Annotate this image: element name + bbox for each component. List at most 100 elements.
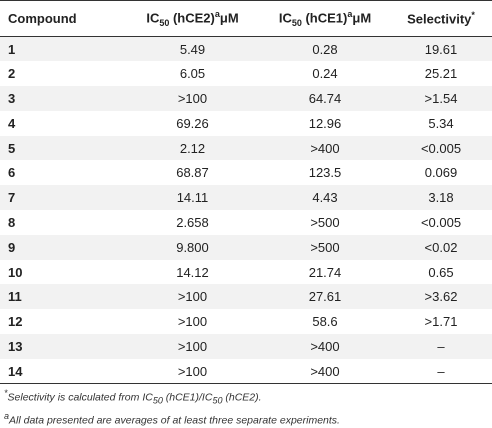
table-row: 7 14.11 4.43 3.18 — [0, 185, 492, 211]
value-cell: 0.28 — [312, 41, 338, 57]
value-cell: 5.34 — [428, 115, 454, 131]
header-text: Compound — [8, 11, 77, 26]
compound-cell: 14 — [0, 358, 125, 385]
compound-cell: 4 — [8, 115, 16, 131]
compound-cell: 11 — [8, 289, 22, 305]
value-cell: >500 — [310, 239, 340, 255]
value-cell: 27.61 — [308, 289, 342, 305]
value-cell: 0.24 — [312, 66, 338, 82]
value-cell: 3.18 — [428, 190, 454, 206]
footnote-sub: 50 — [152, 395, 163, 406]
value-cell: – — [390, 358, 492, 385]
value-cell: >400 — [310, 140, 340, 156]
compound-cell: 6 — [8, 165, 16, 181]
header-unit: μM — [219, 10, 239, 26]
value-cell: 69.26 — [176, 115, 209, 131]
table-row: 2 6.05 0.24 25.21 — [0, 61, 492, 86]
value-cell: 68.87 — [176, 165, 209, 181]
value-cell: 58.6 — [312, 314, 338, 330]
compound-cell: 3 — [8, 90, 16, 106]
table-row: 10 14.12 21.74 0.65 — [0, 260, 492, 285]
value-cell: 25.21 — [424, 66, 458, 82]
table-row: 14 >100 >400– — [0, 358, 492, 385]
value-cell: >1.54 — [424, 90, 458, 106]
compound-cell: 12 — [8, 314, 23, 330]
value-cell: 2.12 — [179, 140, 206, 156]
value-cell: 5.49 — [179, 41, 206, 57]
value-cell: >400 — [260, 358, 390, 385]
footnote-mark: * — [4, 388, 8, 399]
value-cell: 123.5 — [308, 165, 342, 181]
table-row: 12 >100 58.6 >1.71 — [0, 309, 492, 334]
header-sub: 50 — [291, 17, 302, 28]
header-cell: IC50 (hCE2)aμM — [125, 0, 260, 37]
table-row: 5 2.12 >400 <0.005 — [0, 135, 492, 161]
value-cell: 4.43 — [312, 190, 338, 206]
table-row: 3 >100 64.74 >1.54 — [0, 86, 492, 111]
header-sub: 50 — [159, 17, 170, 28]
footnote-text: (hCE2). — [222, 391, 262, 404]
table-row: 11 >100 27.61 >3.62 — [0, 284, 492, 310]
compound-cell: 8 — [8, 214, 16, 230]
table-row: 9 9.800 >500 <0.02 — [0, 234, 492, 260]
value-cell: 2.658 — [176, 214, 209, 230]
header-text: Selectivity — [407, 11, 472, 27]
value-cell: >100 — [177, 314, 208, 330]
value-cell: 0.65 — [428, 264, 454, 280]
header-text: IC — [278, 10, 292, 26]
value-cell: 12.96 — [308, 115, 342, 131]
table-row: 8 2.658 >500 <0.005 — [0, 210, 492, 235]
value-cell: 14.11 — [176, 190, 209, 206]
value-cell: <0.005 — [420, 214, 462, 230]
value-cell: >400 — [310, 338, 340, 354]
value-cell: 6.05 — [179, 66, 206, 82]
footnote: aAll data presented are averages of at l… — [0, 409, 492, 428]
value-cell: 0.069 — [424, 165, 458, 181]
value-cell: >3.62 — [424, 289, 458, 305]
header-unit: μM — [352, 10, 372, 26]
footnote-mark: a — [4, 410, 10, 421]
value-cell: 19.61 — [424, 41, 458, 57]
header-text: (hCE1) — [301, 10, 348, 26]
header-text: IC — [146, 10, 160, 26]
header-row: Compound IC50 (hCE2)aμM IC50 (hCE1)aμM S… — [0, 0, 492, 37]
value-cell: >100 — [177, 289, 208, 305]
compound-cell: 7 — [8, 190, 16, 206]
value-cell: >1.71 — [424, 314, 458, 330]
header-cell: Selectivity* — [390, 0, 492, 37]
footnote-sub: 50 — [212, 395, 223, 406]
compound-cell: 5 — [8, 140, 16, 156]
value-cell: >100 — [177, 338, 208, 354]
data-table: Compound IC50 (hCE2)aμM IC50 (hCE1)aμM S… — [0, 0, 492, 385]
table-row: 4 69.26 12.96 5.34 — [0, 111, 492, 136]
value-cell: – — [437, 338, 445, 354]
header-sup: a — [347, 9, 353, 20]
value-cell: >100 — [177, 90, 208, 106]
table-row: 13 >100 >400 – — [0, 334, 492, 359]
compound-cell: 13 — [8, 338, 23, 354]
value-cell: >500 — [310, 214, 340, 230]
value-cell: 14.12 — [176, 264, 209, 280]
footnote: *Selectivity is calculated from IC50 (hC… — [0, 386, 492, 409]
table-row: 1 5.49 0.28 19.61 — [0, 36, 492, 62]
table-row: 6 68.87 123.5 0.069 — [0, 160, 492, 185]
compound-cell: 9 — [8, 239, 16, 255]
header-cell: IC50 (hCE1)aμM — [260, 0, 390, 37]
header-text: (hCE2) — [169, 10, 215, 26]
header-cell: Compound — [0, 0, 125, 37]
compound-cell: 10 — [8, 264, 23, 280]
header-sup: * — [471, 10, 475, 21]
value-cell: <0.005 — [420, 140, 462, 156]
compound-cell: 1 — [8, 41, 16, 57]
value-cell: <0.02 — [424, 239, 458, 255]
value-cell: >100 — [125, 358, 260, 385]
value-cell: 9.800 — [176, 239, 209, 255]
value-cell: 64.74 — [308, 90, 342, 106]
footnote-text: Selectivity is calculated from IC — [7, 391, 153, 404]
compound-cell: 2 — [8, 66, 16, 82]
header-sup: a — [214, 9, 220, 20]
footnote-text: (hCE1)/IC — [162, 391, 213, 404]
value-cell: 21.74 — [308, 264, 342, 280]
table-body: 1 5.49 0.28 19.61 2 6.05 0.24 25.21 3 >100 64.74 >1… — [0, 36, 492, 385]
